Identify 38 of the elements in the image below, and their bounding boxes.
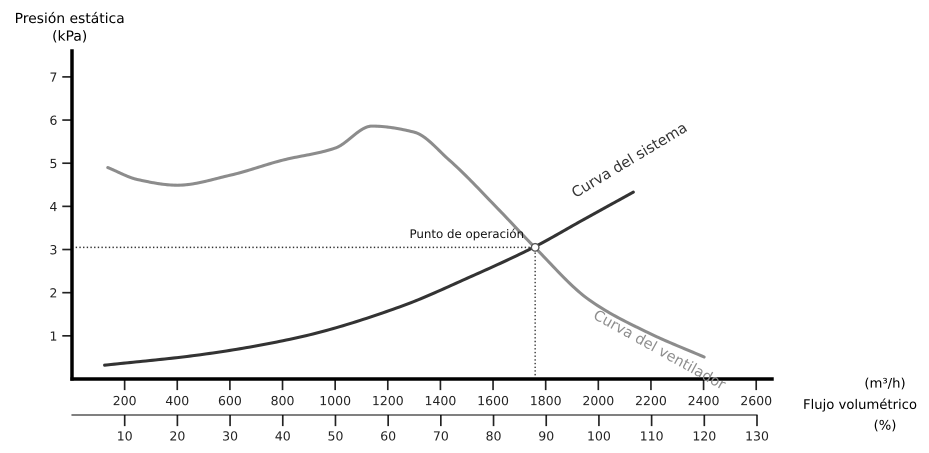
y-tick-label: 4 [50,202,57,212]
x-tick-label: 2000 [583,396,614,406]
x2-tick-label: 100 [588,431,610,441]
x2-tick-label: 110 [641,431,663,441]
annotation: Punto de operación [410,228,524,240]
text: (%) [874,420,896,432]
x-tick-label: 800 [271,396,294,406]
y-tick-label: 7 [50,72,56,82]
x-tick-label: 2200 [636,396,666,406]
y-tick-label: 6 [50,116,57,125]
x2-tick-label: 90 [539,431,554,441]
x-tick-label: 1800 [531,396,561,406]
x-tick-label: 1400 [426,396,456,406]
x2-tick-label: 130 [746,431,768,441]
text: Flujo volumétrico [804,398,916,412]
x-tick-label: 2600 [741,396,772,406]
text: (m³/h) [866,378,904,390]
x-tick-label: 400 [166,396,188,406]
y-axis-title: Presión estática (kPa) [16,12,124,42]
x-tick-label: 1200 [373,396,403,406]
y-tick-label: 1 [50,331,56,341]
x2-tick-label: 30 [223,431,238,441]
x-tick-label: 200 [114,396,136,406]
x2-tick-label: 20 [170,431,185,441]
x2-tick-label: 70 [434,431,448,441]
x2-tick-label: 10 [118,431,132,441]
x-tick-label: 1000 [320,396,350,406]
x2-tick-label: 50 [328,431,343,441]
x2-tick-label: 60 [381,431,396,441]
y-tick-label: 5 [50,158,56,168]
y-tick-label: 3 [50,245,56,254]
x-tick-label: 600 [218,396,241,406]
x2-tick-label: 80 [486,431,501,441]
x2-tick-label: 120 [694,431,716,441]
y-tick-label: 2 [50,288,56,298]
x-tick-label: 2400 [688,396,719,406]
x2-tick-label: 40 [275,431,290,441]
x-tick-label: 1600 [478,396,508,406]
